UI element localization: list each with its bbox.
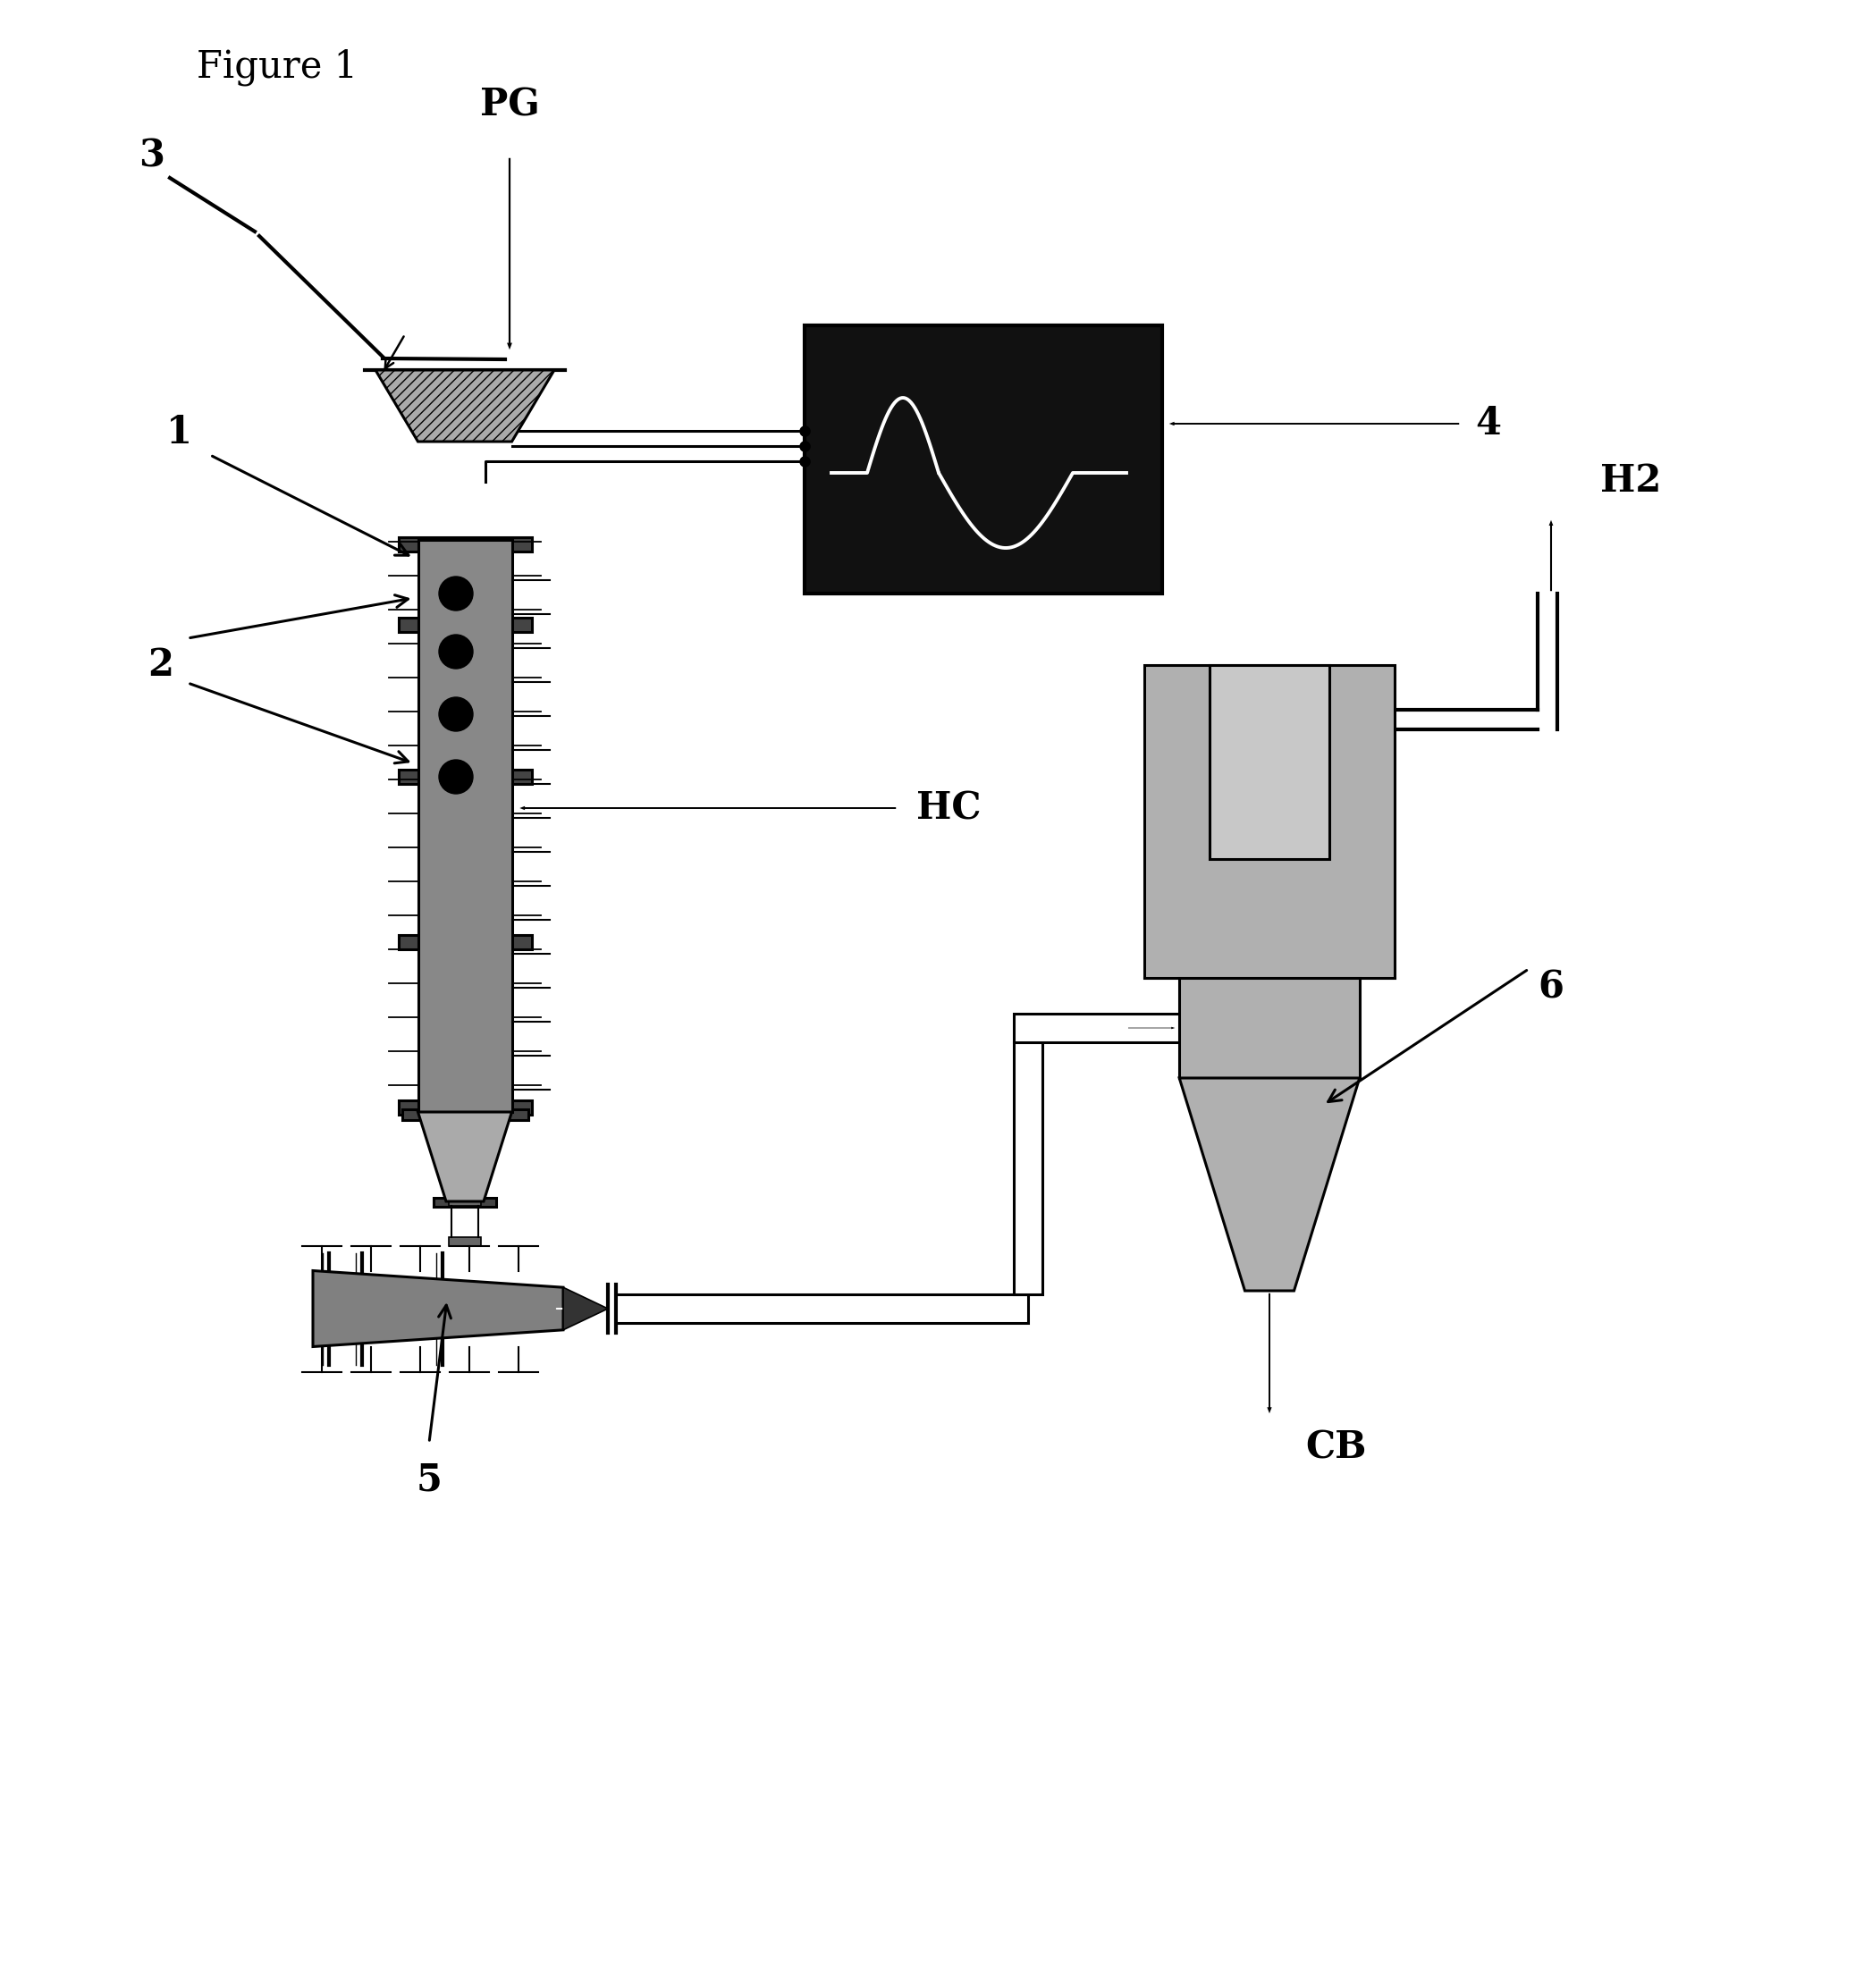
Text: 1: 1 <box>165 414 191 451</box>
Polygon shape <box>1180 1077 1360 1290</box>
Bar <box>403 1109 529 1119</box>
Polygon shape <box>564 1288 608 1330</box>
Bar <box>805 326 1163 594</box>
Bar <box>399 769 532 783</box>
Polygon shape <box>375 370 555 441</box>
Bar <box>616 1294 1028 1322</box>
Text: 5: 5 <box>416 1461 441 1499</box>
Bar <box>399 1101 532 1115</box>
Bar <box>399 618 532 632</box>
Bar <box>449 1237 480 1246</box>
Bar <box>1145 666 1395 978</box>
Bar <box>1180 978 1360 1077</box>
Text: Figure 1: Figure 1 <box>197 48 358 85</box>
Polygon shape <box>417 1111 512 1201</box>
Text: PG: PG <box>480 87 540 123</box>
Text: 4: 4 <box>1475 406 1501 443</box>
Bar <box>1209 666 1330 859</box>
Circle shape <box>440 698 473 732</box>
Text: 2: 2 <box>148 646 174 684</box>
Text: CB: CB <box>1306 1429 1367 1467</box>
Bar <box>1015 1042 1043 1294</box>
Bar <box>449 1197 480 1207</box>
Circle shape <box>440 577 473 610</box>
Bar <box>1015 1014 1193 1042</box>
Text: 3: 3 <box>139 137 165 175</box>
Text: H2: H2 <box>1601 461 1662 499</box>
Circle shape <box>440 759 473 793</box>
Bar <box>434 1199 495 1207</box>
Bar <box>399 934 532 950</box>
Polygon shape <box>313 1270 564 1346</box>
Text: HC: HC <box>916 789 981 827</box>
Circle shape <box>440 634 473 668</box>
Bar <box>399 537 532 551</box>
Text: 6: 6 <box>1538 968 1564 1006</box>
Bar <box>417 541 512 1111</box>
